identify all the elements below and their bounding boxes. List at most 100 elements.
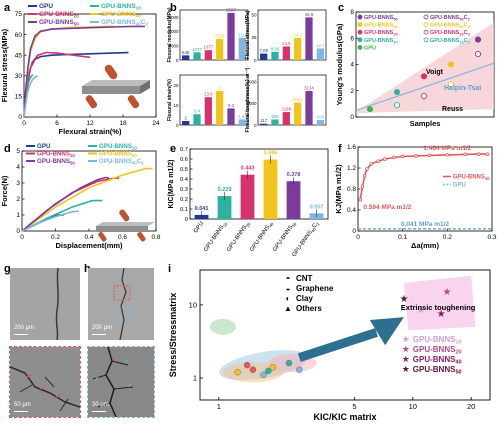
literature-point [249,366,257,373]
legend-marker [423,22,429,28]
legend-label: GPU-BNNS40C2 [99,158,144,166]
y-axis-label: Young's modulus(GPa) [335,23,344,106]
y-tick-label: 10 [189,300,197,309]
subchart-y-label: Flexural toughness(kJ m⁻³) [245,67,251,132]
panel-label-h: h [84,263,91,275]
bar-value-label: 8.3 [228,103,235,108]
subchart-y-tick-label: 0 [254,123,257,128]
star-marker: ★ [437,309,446,320]
star-marker: ★ [399,294,408,305]
x-tick-label: 0.8 [151,234,160,241]
x-tick-label: 10 [409,402,417,411]
legend-label: GPU-BNNS40C2 [430,23,470,30]
trend-arrow [297,328,378,362]
legend-label: GPU-BNNS50 [364,15,398,22]
chart-e: 0 0.1 0.2 0.3 0.4 0.5 0.6 0.7 KIC(MPa m1/2) 0.041… [168,147,329,257]
y-tick-label: 0 [352,228,356,235]
x-tick-label: 0.6 [118,234,127,241]
data-point [447,81,455,88]
bar [204,50,212,60]
beam-illustration [96,209,155,242]
y-tick-label: 1.2 [347,165,356,172]
y-tick-label: 0.7 [180,147,188,153]
bar-value-label: 1377 [203,45,213,50]
y-tick-label: 8 [350,9,354,16]
annotation-halpin-tsai: Halpin-Tsai [444,85,481,92]
scale-bar-h-bottom: 30 μm [92,402,109,408]
three-point-bend-illustration [82,64,150,109]
legend-label: GPU-BNNS50 [39,19,79,27]
bar-value-label: 1188 [282,107,292,112]
bar [217,196,232,219]
bar [238,37,246,60]
legend-label: GPU-BNNS40C2 [101,19,148,27]
bar-value-label: 7.08 [259,48,268,53]
x-axis-label: Samples [410,119,441,128]
data-point [485,152,490,156]
halpin-tsai-line [355,62,495,112]
literature-point [269,364,277,371]
bar-value-label: 0.229 [218,187,232,193]
literature-point [265,367,272,375]
bar [271,51,279,60]
y-axis-label: KJ(MPa m1/2) [334,164,343,214]
y-axis-label: Stress/Stressmatrix [168,293,178,378]
data-point [358,198,363,202]
legend-marker [423,14,429,20]
data-point [366,106,374,113]
chart-c: 0 2 4 6 8 Samples Young's modulus(GPa) Voigt Hal… [335,9,495,128]
y-tick-label: 75 [15,11,23,18]
x-tick-label: 24 [152,120,160,127]
category-icon: ▲ [284,304,292,313]
bar [316,120,324,125]
legend-star: ★ [402,334,410,344]
category-icon: ◐ [286,294,291,303]
legend-star: ★ [402,364,410,374]
bar [271,119,279,125]
bar-value-label: 2061 [293,97,303,102]
y-tick-label: 1 [193,373,197,382]
annotation-voigt: Voigt [426,69,444,76]
y-axis-label: Flexural stress(MPa) [0,28,9,102]
subchart-y-tick-label: 10 [173,103,179,108]
legend-marker [357,29,363,35]
bar [282,112,290,125]
legend-label: GPU [37,143,51,150]
trend-arrowhead [369,317,404,346]
x-axis-label: Flexural strain(%) [59,127,122,136]
legend-star: ★ [402,344,410,354]
data-point [382,157,387,161]
subchart-y-label: Flexural modulus(MPa) [167,7,173,62]
y-tick-label: 0 [16,228,20,235]
bar [263,159,278,219]
data-point [391,155,396,160]
subchart-y-label: Flexural strain(%) [167,79,173,121]
y-tick-label: 3 [16,180,20,187]
subchart-y-tick-label: 2000 [168,44,179,49]
bar-value-label: 14.9 [282,41,291,46]
legend-label: GPU-BNNS40 [99,151,137,159]
legend-marker [423,29,429,35]
y-axis-label: KIC(MPa m1/2) [168,159,175,208]
micrograph-h-bottom: 30 μm [87,346,155,418]
bar [227,12,235,60]
subchart-y-tick-label: 6000 [168,15,179,20]
category-icon: ◒ [286,284,291,293]
series-line-gpu-bnns40c2 [21,210,79,232]
x-axis-label: Displacement(mm) [55,241,123,250]
bar-value-label: 2.81 [238,114,247,119]
bar-value-label: 2939 [215,34,225,39]
y-tick-label: 4 [16,164,20,171]
data-point [362,174,367,178]
annotation-initiation: 0.594 MPa m1/2 [363,204,411,211]
chart-d: 0 0.2 0.4 0.6 0.8 0 1 2 3 4 5 Displacement(mm) Force… [0,143,161,250]
x-tick-label: 0.2 [51,234,60,241]
bar [286,181,301,219]
bar [227,108,235,125]
y-tick-label: 2 [16,196,20,203]
y-tick-label: 0.5 [180,167,188,173]
subchart-y-tick-label: 0 [254,58,257,63]
legend-marker [423,37,429,43]
literature-point [243,361,251,369]
panel-label-b: b [170,2,177,14]
